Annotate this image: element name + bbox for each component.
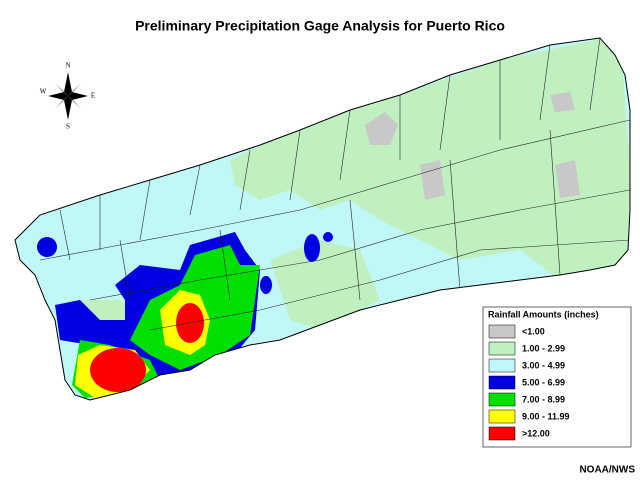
- legend-title: Rainfall Amounts (inches): [488, 309, 599, 319]
- compass-s: S: [66, 123, 70, 131]
- compass-e: E: [91, 92, 95, 100]
- region-gt12: [90, 348, 146, 392]
- legend-swatch: [488, 324, 516, 339]
- region-5-7: [323, 232, 333, 242]
- legend-label: 1.00 - 2.99: [522, 343, 565, 353]
- legend-label: >12.00: [522, 428, 550, 438]
- legend-swatch: [488, 426, 516, 441]
- legend-label: 9.00 - 11.99: [522, 411, 570, 421]
- compass-n: N: [65, 62, 70, 70]
- coastline: [14, 37, 631, 401]
- region-5-7: [260, 276, 272, 294]
- legend-swatch: [488, 341, 516, 356]
- legend-label: 7.00 - 8.99: [522, 394, 565, 404]
- title: Preliminary Precipitation Gage Analysis …: [135, 18, 505, 34]
- compass-rose: N S E W: [40, 62, 95, 131]
- region-1-3: [270, 240, 380, 330]
- legend-swatch: [488, 375, 516, 390]
- credit: NOAA/NWS: [579, 465, 635, 476]
- region-lt1: [555, 160, 580, 198]
- municipal-boundaries: [39, 38, 630, 331]
- region-5-7: [304, 234, 320, 262]
- region-lt1: [550, 92, 575, 112]
- region-5-7: [37, 237, 57, 257]
- region-lt1: [420, 160, 445, 200]
- legend-label: <1.00: [522, 326, 545, 336]
- legend: Rainfall Amounts (inches) <1.00 1.00 - 2.…: [482, 306, 632, 448]
- compass-w: W: [40, 88, 47, 96]
- region-lt1: [365, 112, 398, 145]
- legend-swatch: [488, 392, 516, 407]
- legend-swatch: [488, 409, 516, 424]
- legend-label: 3.00 - 4.99: [522, 360, 565, 370]
- legend-label: 5.00 - 6.99: [522, 377, 565, 387]
- legend-swatch: [488, 358, 516, 373]
